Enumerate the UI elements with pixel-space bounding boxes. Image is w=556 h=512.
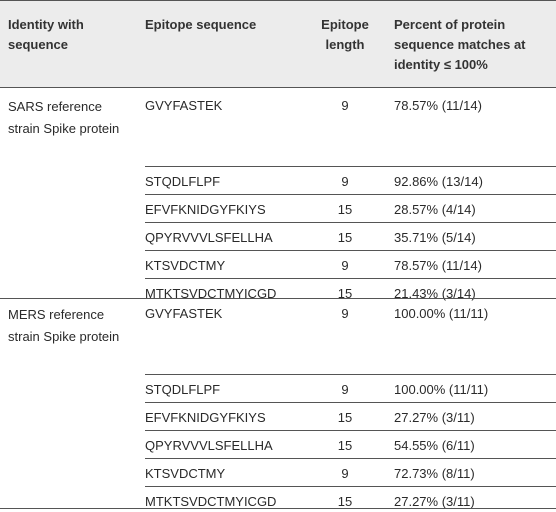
row-divider xyxy=(145,486,556,487)
percent-cell: 78.57% (11/14) xyxy=(394,258,482,273)
epitope-cell: MTKTSVDCTMYICGD xyxy=(145,494,277,509)
epitope-cell: MTKTSVDCTMYICGD xyxy=(145,286,277,301)
length-cell: 15 xyxy=(337,494,353,509)
length-cell: 15 xyxy=(337,410,353,425)
length-cell: 9 xyxy=(341,174,349,189)
epitope-cell: GVYFASTEK xyxy=(145,306,223,321)
epitope-cell: QPYRVVVLSFELLHA xyxy=(145,438,273,453)
percent-cell: 27.27% (3/11) xyxy=(394,494,475,509)
length-cell: 15 xyxy=(337,286,353,301)
epitope-cell: QPYRVVVLSFELLHA xyxy=(145,230,273,245)
percent-cell: 35.71% (5/14) xyxy=(394,230,476,245)
header-epitope: Epitope sequence xyxy=(145,17,257,32)
group-divider xyxy=(0,298,556,299)
header-percent: Percent of protein sequence matches at i… xyxy=(394,17,526,72)
percent-cell: 100.00% (11/11) xyxy=(394,382,489,397)
row-divider xyxy=(145,166,556,167)
length-cell: 15 xyxy=(337,202,353,217)
table-header: Identity with sequence Epitope sequence … xyxy=(0,0,556,88)
group-identity: MERS reference strain Spike protein xyxy=(8,307,120,344)
epitope-cell: EFVFKNIDGYFKIYS xyxy=(145,410,266,425)
row-divider xyxy=(145,194,556,195)
percent-cell: 72.73% (8/11) xyxy=(394,466,475,481)
epitope-cell: KTSVDCTMY xyxy=(145,466,226,481)
row-divider xyxy=(145,402,556,403)
percent-cell: 21.43% (3/14) xyxy=(394,286,476,301)
epitope-cell: EFVFKNIDGYFKIYS xyxy=(145,202,266,217)
percent-cell: 78.57% (11/14) xyxy=(394,98,482,113)
header-identity: Identity with sequence xyxy=(8,17,84,52)
epitope-cell: STQDLFLPF xyxy=(145,382,221,397)
length-cell: 15 xyxy=(337,230,353,245)
percent-cell: 28.57% (4/14) xyxy=(394,202,476,217)
row-divider xyxy=(145,430,556,431)
length-cell: 9 xyxy=(341,306,349,321)
row-divider xyxy=(145,374,556,375)
length-cell: 9 xyxy=(341,258,349,273)
epitope-cell: KTSVDCTMY xyxy=(145,258,226,273)
row-divider xyxy=(145,222,556,223)
group-identity: SARS reference strain Spike protein xyxy=(8,99,120,136)
percent-cell: 27.27% (3/11) xyxy=(394,410,475,425)
row-divider xyxy=(145,458,556,459)
length-cell: 15 xyxy=(337,438,353,453)
length-cell: 9 xyxy=(341,382,349,397)
length-cell: 9 xyxy=(341,98,349,113)
length-cell: 9 xyxy=(341,466,349,481)
percent-cell: 100.00% (11/11) xyxy=(394,306,489,321)
row-divider xyxy=(145,278,556,279)
percent-cell: 92.86% (13/14) xyxy=(394,174,483,189)
header-length: Epitope length xyxy=(321,17,369,52)
epitope-cell: STQDLFLPF xyxy=(145,174,221,189)
row-divider xyxy=(145,250,556,251)
percent-cell: 54.55% (6/11) xyxy=(394,438,475,453)
epitope-cell: GVYFASTEK xyxy=(145,98,223,113)
